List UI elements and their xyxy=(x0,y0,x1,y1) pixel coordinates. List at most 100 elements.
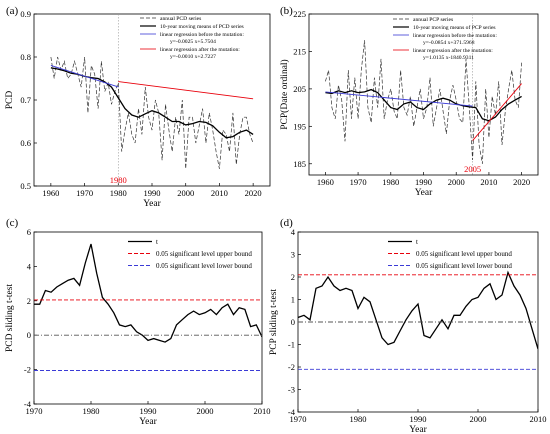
x-tick-label: 2010 xyxy=(530,414,547,424)
y-tick-label: 3 xyxy=(291,250,295,260)
y-tick-label: 0 xyxy=(291,317,295,327)
x-tick-label: 1970 xyxy=(290,414,307,424)
y-axis-label: PCD xyxy=(5,91,15,110)
y-tick-label: 4 xyxy=(27,261,32,271)
x-tick-label: 1980 xyxy=(110,188,127,198)
x-tick-label: 1960 xyxy=(317,177,334,187)
legend-entry: 0.05 significant level lower bound xyxy=(416,262,512,270)
y-tick-label: 195 xyxy=(293,121,306,131)
chart-panel-3: (c) 1970 1980 1990 2000 2010 -4 -2 0 2 4 6 Year PCD s… xyxy=(5,217,271,427)
mutation-label: 1980 xyxy=(110,175,127,185)
x-tick-label: 1980 xyxy=(83,406,100,416)
x-tick-label: 1990 xyxy=(140,406,157,416)
y-axis-label: PCP sliding t-test xyxy=(269,289,279,356)
series-line xyxy=(50,64,119,88)
series-group xyxy=(298,270,538,370)
x-tick-label: 2010 xyxy=(480,177,497,187)
x-axis-label: Year xyxy=(139,417,157,427)
x-tick-label: 2000 xyxy=(470,414,487,424)
panel-label: (b) xyxy=(280,5,293,17)
series-line xyxy=(50,56,254,169)
x-tick-label: 1990 xyxy=(410,414,427,424)
x-axis-label: Year xyxy=(143,199,161,209)
y-tick-label: 0.8 xyxy=(20,52,31,62)
y-tick-label: 215 xyxy=(293,46,306,56)
series-line xyxy=(118,81,254,100)
series-line xyxy=(472,83,522,141)
x-tick-label: 1970 xyxy=(76,188,93,198)
y-tick-label: -4 xyxy=(24,399,32,409)
legend-entry: t xyxy=(156,238,158,246)
x-axis-label: Year xyxy=(409,425,427,434)
x-tick-label: 1990 xyxy=(415,177,432,187)
y-tick-label: -1 xyxy=(288,340,295,350)
mutation-label: 2005 xyxy=(464,164,481,174)
y-tick-label: 0.6 xyxy=(20,138,31,148)
x-tick-label: 1980 xyxy=(382,177,399,187)
x-tick-label: 2000 xyxy=(197,406,214,416)
y-tick-label: 225 xyxy=(293,9,306,19)
legend-entry: 0.05 significant level lower bound xyxy=(156,262,252,270)
legend-entry: y=-0.0854 x+371.5968 xyxy=(423,40,475,46)
panel-label: (c) xyxy=(6,217,19,229)
legend-entry: 0.05 significant level upper bound xyxy=(416,250,512,258)
plot-frame xyxy=(33,13,271,187)
legend-entry: y=-0.0010 x+2.7227 xyxy=(170,54,216,60)
x-tick-label: 2000 xyxy=(177,188,194,198)
x-tick-label: 2020 xyxy=(513,177,530,187)
series-line xyxy=(50,67,254,139)
y-tick-label: 4 xyxy=(291,227,296,237)
legend-entry: y=-0.0025 x+5.7504 xyxy=(170,39,216,45)
x-tick-label: 1990 xyxy=(144,188,161,198)
chart-panel-2: (b) 1960 1970 1980 1990 2000 2010 2020 185 195 205… xyxy=(279,5,539,198)
x-tick-label: 2010 xyxy=(254,406,271,416)
x-tick-label: 2010 xyxy=(211,188,228,198)
x-tick-label: 1970 xyxy=(26,406,43,416)
x-tick-label: 2020 xyxy=(245,188,262,198)
legend-entry: linear regression before the mutation: xyxy=(160,31,244,38)
y-tick-label: 2 xyxy=(27,296,31,306)
series-group xyxy=(34,243,262,371)
y-axis-label: PCP(Date ordinal) xyxy=(279,59,290,129)
y-tick-label: 6 xyxy=(27,227,31,237)
x-axis-label: Year xyxy=(415,188,433,198)
legend-entry: y=1.0135 x-1840.9311 xyxy=(423,55,474,61)
series-line xyxy=(325,88,522,122)
y-tick-label: -2 xyxy=(24,365,31,375)
y-tick-label: 2 xyxy=(291,272,295,282)
legend-entry: 0.05 significant level upper bound xyxy=(156,250,252,258)
series-line xyxy=(298,270,538,350)
y-tick-label: 0.9 xyxy=(20,9,31,19)
y-tick-label: 0.7 xyxy=(20,95,31,105)
legend-entry: 10-year moving means of PCD series xyxy=(160,23,244,30)
legend-entry: annual PCP series xyxy=(413,17,453,23)
y-tick-label: 0.5 xyxy=(20,181,31,191)
x-tick-label: 1960 xyxy=(42,188,59,198)
legend-entry: linear regression after the mutation: xyxy=(413,47,493,54)
y-tick-label: -4 xyxy=(288,407,296,417)
x-tick-label: 1970 xyxy=(350,177,367,187)
legend-entry: annual PCD series xyxy=(160,16,201,22)
series-line xyxy=(34,243,262,343)
legend-entry: t xyxy=(416,238,418,246)
y-tick-label: 185 xyxy=(293,159,306,169)
legend-entry: linear regression after the mutation: xyxy=(160,46,240,53)
series-group xyxy=(50,56,254,169)
y-tick-label: 205 xyxy=(293,84,306,94)
y-tick-label: 1 xyxy=(291,295,295,305)
panel-label: (d) xyxy=(280,217,293,229)
legend-entry: linear regression before the mutation: xyxy=(413,32,497,39)
legend-entry: 10-year moving means of PCP series xyxy=(413,24,496,31)
y-tick-label: -2 xyxy=(288,362,295,372)
panel-label: (a) xyxy=(6,5,19,17)
y-tick-label: 0 xyxy=(27,330,31,340)
y-tick-label: -3 xyxy=(288,385,295,395)
series-line xyxy=(325,91,473,107)
x-tick-label: 2000 xyxy=(448,177,465,187)
chart-panel-4: (d) 1970 1980 1990 2000 2010 -4 -3 -2 -1 0 1 2 3 4 Year… xyxy=(269,217,547,434)
x-tick-label: 1980 xyxy=(350,414,367,424)
series-group xyxy=(325,40,522,164)
chart-panel-1: (a) 1960 1970 1980 1990 2000 2010 2020 0.5 0.6 0.7… xyxy=(5,5,271,209)
y-axis-label: PCD sliding t-test xyxy=(5,284,15,352)
